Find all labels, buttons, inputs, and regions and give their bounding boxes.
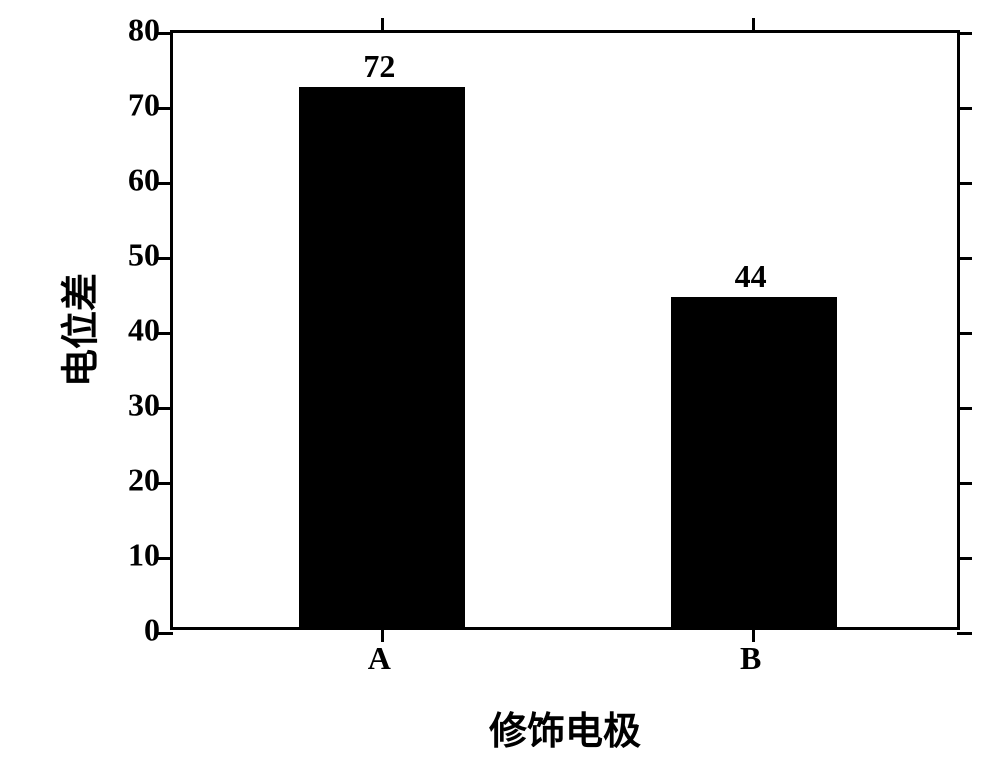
y-tick-mark <box>158 332 173 335</box>
y-tick-mark <box>158 107 173 110</box>
y-tick-label: 70 <box>100 87 160 124</box>
y-tick-mark <box>158 632 173 635</box>
bar-value-label: 72 <box>363 48 395 85</box>
y-tick-label: 80 <box>100 12 160 49</box>
y-tick-label: 40 <box>100 312 160 349</box>
y-tick-mark <box>158 407 173 410</box>
y-tick-label: 0 <box>100 612 160 649</box>
y-tick-mark <box>158 557 173 560</box>
y-tick-mark <box>158 482 173 485</box>
y-tick-label: 10 <box>100 537 160 574</box>
y-tick-label: 30 <box>100 387 160 424</box>
x-tick-mark <box>752 18 755 33</box>
y-tick-mark <box>957 557 972 560</box>
bar-chart: 电位差 修饰电极 0 10 20 30 40 50 60 70 80 A B 72 44 <box>0 0 1000 759</box>
y-tick-mark <box>158 32 173 35</box>
plot-area <box>170 30 960 630</box>
y-tick-mark <box>957 482 972 485</box>
y-tick-label: 20 <box>100 462 160 499</box>
y-tick-mark <box>957 32 972 35</box>
bar <box>299 87 465 627</box>
y-tick-mark <box>957 257 972 260</box>
y-tick-mark <box>957 632 972 635</box>
y-tick-mark <box>158 182 173 185</box>
x-tick-label: B <box>740 640 761 677</box>
y-axis-label: 电位差 <box>50 273 105 387</box>
y-tick-mark <box>957 107 972 110</box>
y-tick-mark <box>957 182 972 185</box>
bar <box>671 297 837 627</box>
x-axis-label: 修饰电极 <box>170 700 960 755</box>
bar-value-label: 44 <box>735 258 767 295</box>
y-tick-label: 60 <box>100 162 160 199</box>
y-tick-label: 50 <box>100 237 160 274</box>
x-tick-label: A <box>368 640 391 677</box>
y-tick-mark <box>957 332 972 335</box>
x-tick-mark <box>381 18 384 33</box>
y-tick-mark <box>158 257 173 260</box>
y-tick-mark <box>957 407 972 410</box>
